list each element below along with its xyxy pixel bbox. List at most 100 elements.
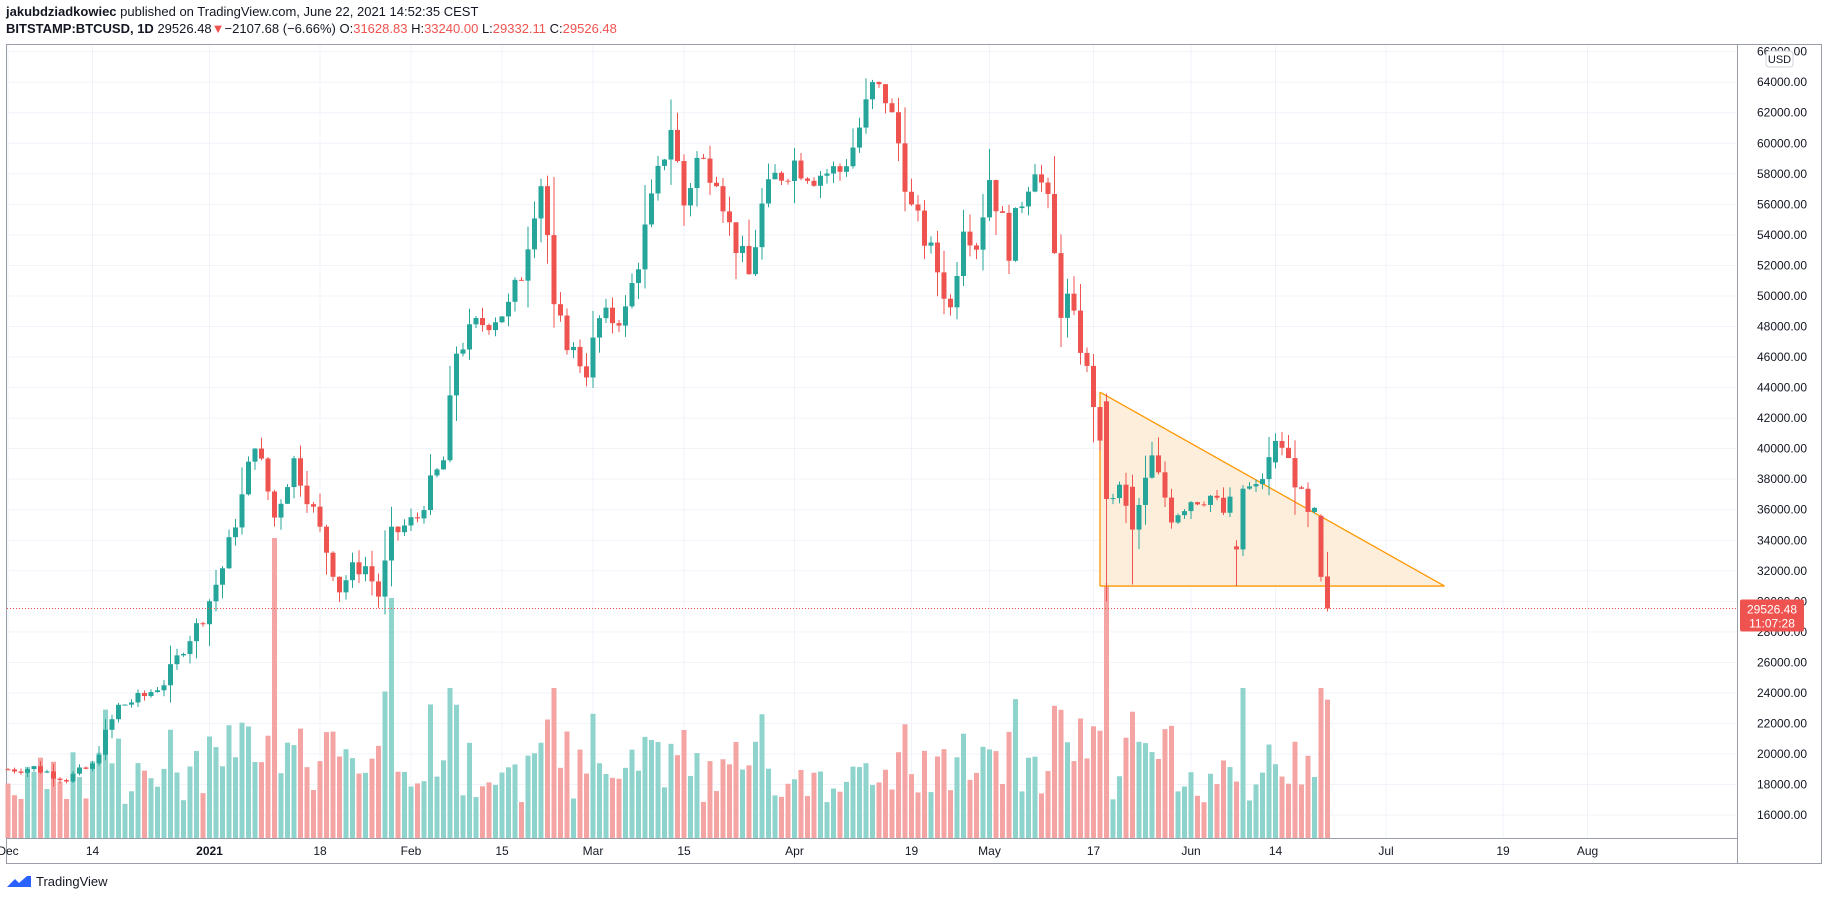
candle-body bbox=[25, 769, 30, 773]
candle-body bbox=[142, 692, 147, 697]
candle-body bbox=[330, 552, 336, 577]
volume-bar bbox=[506, 767, 511, 838]
volume-bar bbox=[330, 731, 336, 838]
volume-bar bbox=[129, 791, 134, 838]
tradingview-brand[interactable]: TradingView bbox=[6, 874, 108, 889]
volume-bar bbox=[473, 797, 479, 838]
volume-bar bbox=[597, 763, 602, 838]
volume-bar bbox=[876, 782, 882, 838]
candle-body bbox=[499, 316, 505, 323]
time-tick-label: 15 bbox=[677, 844, 691, 858]
volume-bar bbox=[1221, 760, 1226, 838]
volume-bar bbox=[753, 741, 758, 838]
volume-bar bbox=[1084, 758, 1090, 838]
volume-bar bbox=[655, 742, 661, 838]
candle-body bbox=[577, 346, 583, 367]
candle-body bbox=[5, 769, 11, 771]
symbol-label: BITSTAMP:BTCUSD, 1D bbox=[6, 21, 154, 36]
price-tick-label: 60000.00 bbox=[1757, 136, 1807, 150]
candle-body bbox=[1247, 486, 1252, 489]
volume-bar bbox=[291, 745, 297, 838]
candle-body bbox=[90, 763, 95, 769]
volume-bar bbox=[727, 764, 732, 838]
candle-body bbox=[1279, 441, 1285, 448]
volume-bar bbox=[350, 758, 355, 838]
volume-bar bbox=[1325, 699, 1330, 838]
price-tick-label: 22000.00 bbox=[1757, 716, 1807, 730]
candle-body bbox=[727, 211, 732, 223]
high-label: H: bbox=[411, 21, 425, 36]
price-tick-label: 18000.00 bbox=[1757, 778, 1807, 792]
volume-bar bbox=[499, 772, 505, 838]
countdown-text: 11:07:28 bbox=[1749, 617, 1795, 631]
volume-bar bbox=[564, 731, 570, 838]
candle-body bbox=[909, 191, 914, 205]
volume-bar bbox=[1162, 729, 1168, 838]
volume-bar bbox=[720, 759, 726, 838]
candle-body bbox=[83, 767, 89, 769]
last-price-badge bbox=[1740, 599, 1804, 632]
volume-bar bbox=[324, 732, 329, 838]
candle-body bbox=[792, 160, 797, 182]
volume-bar bbox=[1091, 726, 1096, 838]
candle-body bbox=[1240, 488, 1246, 550]
volume-bar bbox=[272, 538, 277, 838]
candle-body bbox=[278, 503, 284, 518]
volume-bar bbox=[1266, 744, 1272, 838]
candle-body bbox=[467, 324, 472, 350]
candle-body bbox=[434, 469, 440, 476]
candle-body bbox=[369, 566, 375, 582]
candle-body bbox=[603, 307, 609, 319]
candle-body bbox=[233, 527, 238, 538]
price-tick-label: 56000.00 bbox=[1757, 197, 1807, 211]
volume-bar bbox=[402, 771, 407, 838]
candle-body bbox=[109, 719, 115, 730]
volume-bar bbox=[1110, 799, 1116, 838]
candle-body bbox=[408, 517, 414, 526]
volume-bar bbox=[948, 790, 953, 838]
candle-body bbox=[863, 99, 869, 128]
candle-body bbox=[701, 157, 706, 159]
volume-bar bbox=[532, 753, 537, 838]
author-name[interactable]: jakubdziadkowiec bbox=[6, 4, 117, 19]
candle-body bbox=[1097, 407, 1103, 441]
volume-bar bbox=[168, 729, 173, 838]
price-tick-label: 36000.00 bbox=[1757, 503, 1807, 517]
candle-body bbox=[818, 175, 823, 186]
candle-body bbox=[31, 766, 37, 770]
volume-bar bbox=[1019, 791, 1025, 838]
candle-body bbox=[967, 231, 973, 246]
volume-bar bbox=[935, 756, 940, 838]
volume-bar bbox=[512, 764, 518, 838]
volume-bar bbox=[642, 736, 648, 838]
volume-bar bbox=[337, 756, 342, 838]
volume-bar bbox=[733, 741, 739, 838]
candle-body bbox=[1286, 447, 1291, 459]
candle-body bbox=[96, 754, 102, 764]
volume-bar bbox=[577, 749, 583, 838]
candle-body bbox=[122, 704, 128, 706]
candle-body bbox=[857, 127, 862, 148]
volume-bar bbox=[584, 773, 589, 838]
triangle-upper-line bbox=[1099, 391, 1445, 587]
candle-body bbox=[1032, 174, 1038, 192]
candle-body bbox=[889, 103, 895, 113]
price-chart[interactable]: 16000.00 18000.00 20000.00 22000.00 24000.00… bbox=[0, 0, 1828, 870]
time-tick-label: 19 bbox=[1496, 844, 1510, 858]
candle-body bbox=[1318, 515, 1324, 577]
volume-bar bbox=[785, 783, 791, 838]
candle-body bbox=[18, 771, 24, 773]
volume-bar bbox=[974, 772, 979, 838]
time-tick-label: 14 bbox=[86, 844, 100, 858]
volume-bar bbox=[1247, 800, 1252, 838]
tradingview-logo-icon bbox=[7, 875, 31, 887]
candle-body bbox=[51, 771, 56, 779]
volume-bar bbox=[1104, 583, 1109, 838]
volume-bar bbox=[454, 704, 459, 838]
candle-body bbox=[590, 337, 596, 378]
volume-bar bbox=[707, 761, 713, 838]
volume-bar bbox=[1208, 773, 1213, 838]
candle-body bbox=[1143, 477, 1148, 505]
time-tick-label: 15 bbox=[495, 844, 509, 858]
candle-body bbox=[733, 222, 739, 254]
